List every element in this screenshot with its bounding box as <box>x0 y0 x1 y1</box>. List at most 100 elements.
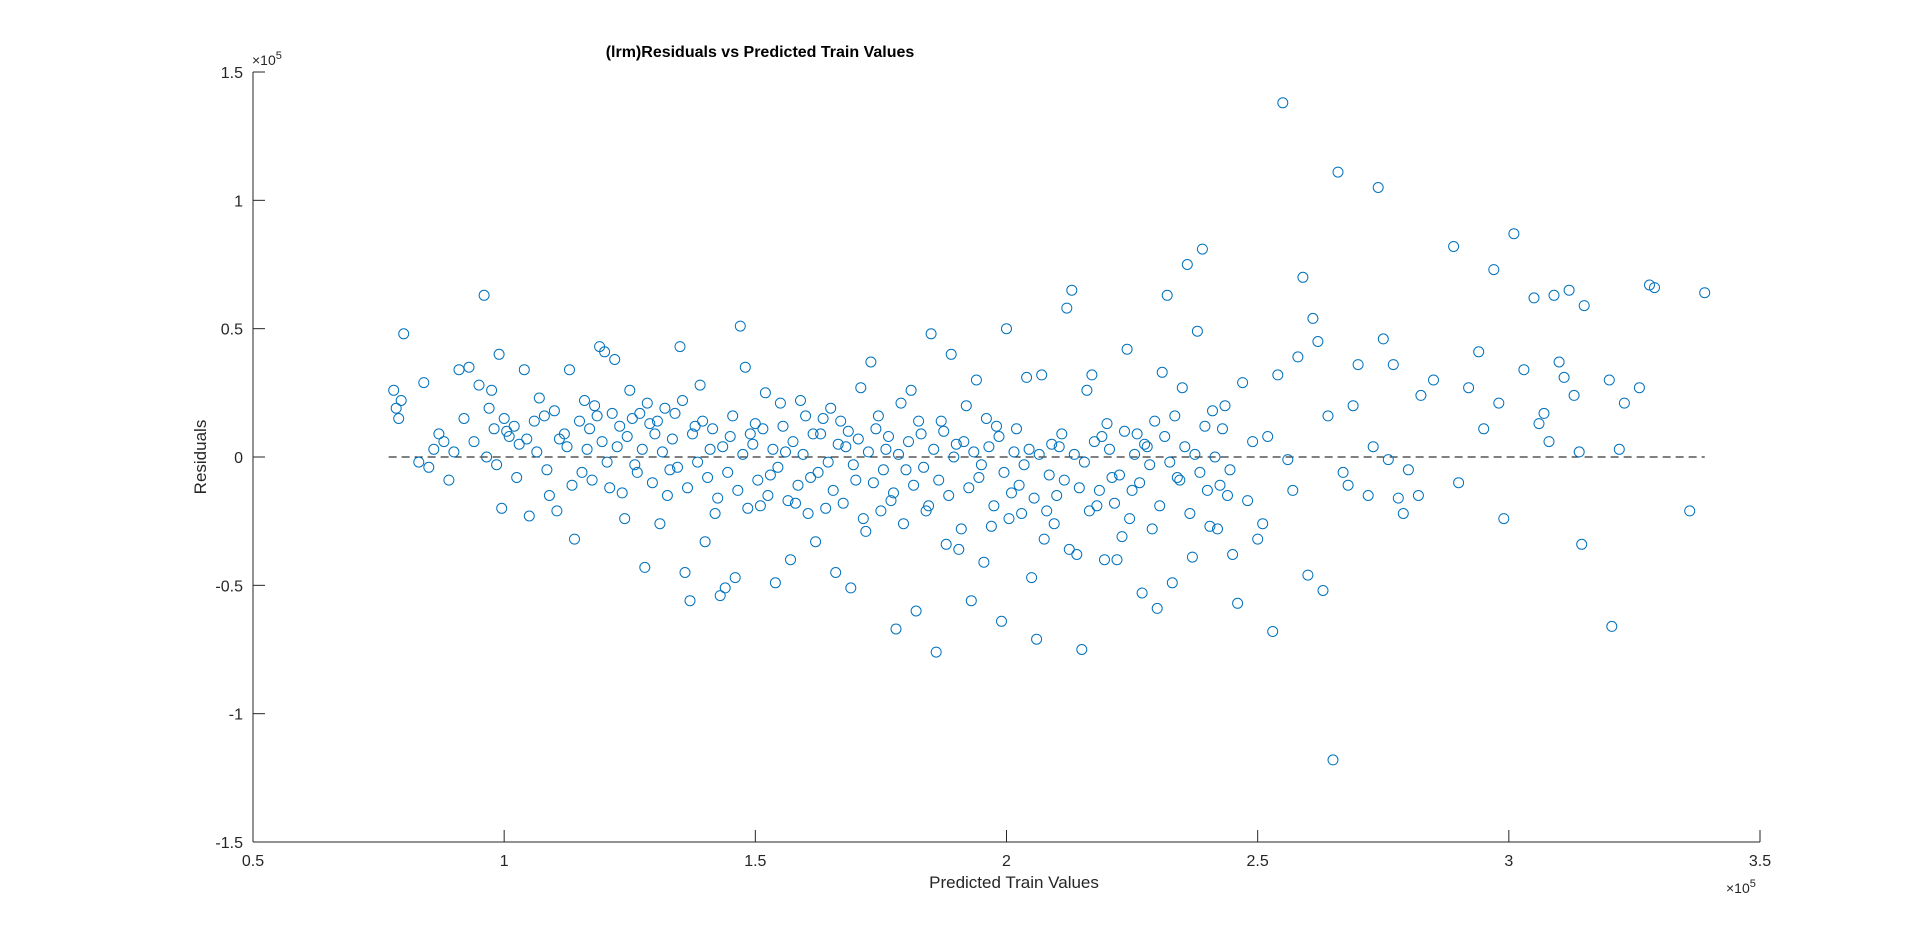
data-point <box>423 461 435 473</box>
data-point <box>830 567 842 578</box>
chart-title: (lrm)Residuals vs Predicted Train Values <box>606 44 915 61</box>
data-point <box>1058 474 1070 486</box>
data-point <box>832 438 844 450</box>
data-point <box>1528 292 1540 304</box>
data-point <box>998 466 1010 478</box>
data-point <box>614 420 626 432</box>
x-exponent-base: ×10 <box>1726 880 1750 896</box>
data-point <box>1428 374 1439 386</box>
data-point <box>661 490 673 501</box>
data-point <box>1078 456 1090 468</box>
data-point <box>501 425 513 437</box>
data-point <box>1033 448 1045 460</box>
data-point <box>390 402 402 414</box>
data-point <box>928 443 940 455</box>
data-point <box>812 466 824 478</box>
y-tick-label: -1.5 <box>215 835 243 852</box>
data-point <box>1048 518 1060 530</box>
data-point <box>1649 282 1660 294</box>
data-point <box>677 395 688 406</box>
data-point <box>1008 446 1020 458</box>
data-point <box>1144 459 1156 471</box>
y-tick-label: 0 <box>234 450 243 467</box>
data-point <box>707 423 719 435</box>
data-point <box>1201 484 1213 496</box>
data-point <box>920 505 932 517</box>
data-point <box>1377 333 1389 345</box>
data-point <box>825 402 837 414</box>
data-point <box>837 497 849 509</box>
data-point <box>1041 505 1053 517</box>
data-point <box>795 395 806 406</box>
data-point <box>739 361 751 373</box>
x-axis-exponent: ×105 <box>1726 878 1756 896</box>
data-point <box>1038 533 1050 545</box>
data-point <box>1119 425 1130 437</box>
y-axis-label: Residuals <box>191 420 210 495</box>
data-point <box>463 361 475 373</box>
tick-labels: 0.5 1 1.5 2 2.5 3 3.5 -1.5 -1 -0.5 0 0.5 1 1.5 <box>215 65 1771 870</box>
data-point <box>694 379 706 391</box>
data-point <box>1174 474 1186 486</box>
data-point <box>398 328 410 340</box>
data-point <box>985 520 997 532</box>
data-point <box>1322 410 1334 422</box>
data-point <box>955 523 967 535</box>
data-point <box>1277 97 1289 109</box>
data-point <box>1372 182 1384 193</box>
data-point <box>1222 490 1233 501</box>
data-point <box>1633 382 1645 394</box>
data-point <box>443 474 455 486</box>
data-point <box>722 466 734 478</box>
data-point <box>428 443 440 455</box>
data-point <box>1001 323 1012 335</box>
data-point <box>1209 451 1221 463</box>
data-point <box>945 348 957 360</box>
data-point <box>651 415 663 427</box>
data-point <box>433 428 445 440</box>
x-tick-label: 1.5 <box>744 853 766 870</box>
data-point <box>1028 492 1040 504</box>
data-point <box>664 464 676 476</box>
data-point <box>1156 366 1168 378</box>
y-axis-exponent: ×105 <box>252 50 282 68</box>
data-point <box>1613 443 1625 455</box>
data-point <box>616 487 628 499</box>
data-point <box>898 518 909 530</box>
y-tick-label: 1 <box>234 193 243 210</box>
data-point <box>569 533 580 545</box>
data-point <box>1603 374 1615 386</box>
data-point <box>609 354 621 365</box>
data-point <box>438 436 450 448</box>
data-point <box>769 577 781 589</box>
data-point <box>1068 448 1080 460</box>
data-point <box>1415 389 1427 401</box>
data-point <box>890 623 902 635</box>
data-point <box>900 464 912 476</box>
data-point <box>1076 644 1088 655</box>
data-point <box>709 508 721 519</box>
data-point <box>1031 633 1043 645</box>
data-point <box>1191 325 1203 337</box>
data-point <box>1257 518 1269 530</box>
data-point <box>840 441 852 453</box>
data-point <box>659 402 671 414</box>
data-point <box>875 505 887 517</box>
data-point <box>586 474 598 486</box>
data-point <box>1224 464 1236 476</box>
data-point <box>865 356 877 368</box>
data-point <box>953 543 965 555</box>
data-point <box>538 410 550 422</box>
y-tick-label: -1 <box>229 707 243 724</box>
data-point <box>1297 271 1309 283</box>
data-point <box>558 428 570 440</box>
data-point <box>606 407 618 419</box>
data-point <box>1176 382 1188 394</box>
y-tick-label: 1.5 <box>221 65 243 82</box>
data-point <box>584 423 596 435</box>
data-point <box>626 413 638 424</box>
x-tick-label: 2.5 <box>1247 853 1269 870</box>
data-point <box>1018 459 1030 471</box>
